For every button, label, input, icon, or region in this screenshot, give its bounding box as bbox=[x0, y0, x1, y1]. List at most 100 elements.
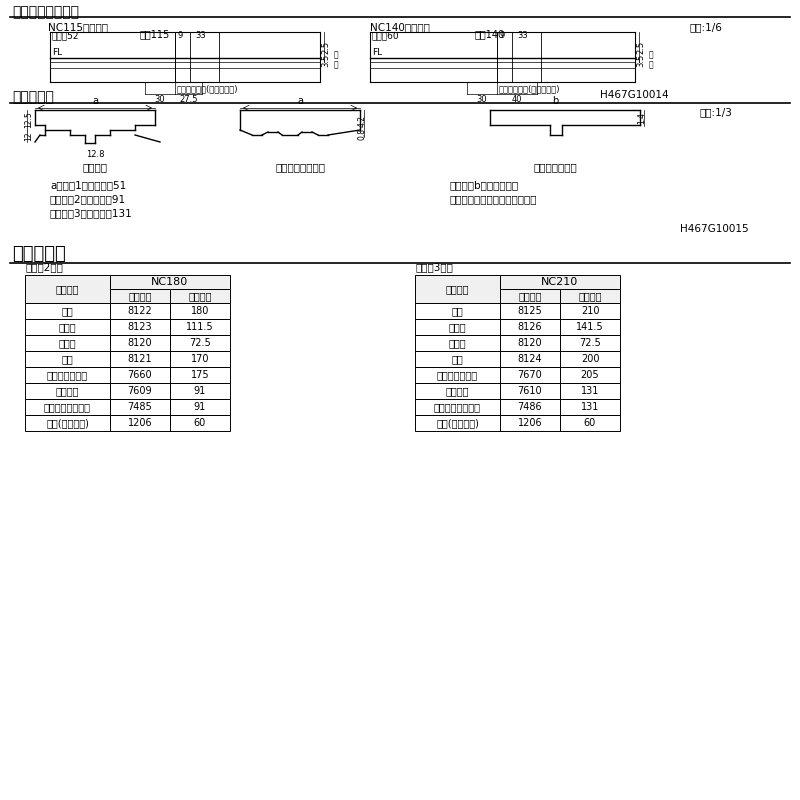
Bar bbox=[25, 303, 110, 319]
Text: 縮尺:1/6: 縮尺:1/6 bbox=[690, 22, 723, 32]
Bar bbox=[170, 351, 230, 367]
Text: NC180: NC180 bbox=[151, 277, 189, 287]
Text: 縮尺:1/3: 縮尺:1/3 bbox=[700, 107, 733, 117]
Text: 72.5: 72.5 bbox=[189, 338, 211, 348]
Bar bbox=[170, 399, 230, 415]
Text: 縦枠センター(柱センター): 縦枠センター(柱センター) bbox=[499, 84, 561, 93]
Text: 7485: 7485 bbox=[128, 402, 152, 412]
Bar bbox=[110, 399, 170, 415]
Text: 形材一覧表: 形材一覧表 bbox=[12, 245, 66, 263]
Bar bbox=[25, 383, 110, 399]
Bar bbox=[25, 351, 110, 367]
Text: 9: 9 bbox=[177, 31, 182, 40]
Bar bbox=[560, 335, 620, 351]
Bar bbox=[25, 335, 110, 351]
Text: 8124: 8124 bbox=[518, 354, 542, 364]
Bar bbox=[560, 399, 620, 415]
Text: 30: 30 bbox=[154, 95, 166, 104]
Text: 60: 60 bbox=[584, 418, 596, 428]
Bar bbox=[500, 399, 560, 415]
Bar bbox=[500, 415, 560, 431]
Text: 形材番号: 形材番号 bbox=[518, 291, 542, 301]
Bar bbox=[110, 367, 170, 383]
Text: 2.5: 2.5 bbox=[322, 41, 330, 54]
Text: 1.4: 1.4 bbox=[638, 112, 646, 124]
Text: フラット下レール: フラット下レール bbox=[275, 162, 325, 172]
Bar bbox=[110, 275, 230, 289]
Text: ツバなし薄敷居: ツバなし薄敷居 bbox=[437, 370, 478, 380]
Bar bbox=[170, 303, 230, 319]
Text: 小縦枠: 小縦枠 bbox=[58, 322, 76, 332]
Bar bbox=[415, 399, 500, 415]
Text: a: a bbox=[92, 96, 98, 106]
Text: 170: 170 bbox=[190, 354, 210, 364]
Bar bbox=[415, 367, 500, 383]
Text: 210: 210 bbox=[581, 306, 599, 316]
Bar bbox=[110, 335, 170, 351]
Bar bbox=[560, 289, 620, 303]
Text: H467G10015: H467G10015 bbox=[680, 224, 749, 234]
Bar bbox=[500, 335, 560, 351]
Bar bbox=[415, 303, 500, 319]
Bar bbox=[25, 275, 110, 303]
Text: 4.2: 4.2 bbox=[358, 115, 366, 127]
Text: 3本レール／131: 3本レール／131 bbox=[50, 208, 133, 218]
Bar bbox=[25, 367, 110, 383]
Text: 形材番号: 形材番号 bbox=[128, 291, 152, 301]
Bar bbox=[170, 367, 230, 383]
Text: 7670: 7670 bbox=[518, 370, 542, 380]
Bar bbox=[560, 383, 620, 399]
Text: FL: FL bbox=[52, 48, 62, 57]
Text: 60: 60 bbox=[194, 418, 206, 428]
Text: 7660: 7660 bbox=[128, 370, 152, 380]
Bar bbox=[25, 399, 110, 415]
Text: 8126: 8126 bbox=[518, 322, 542, 332]
Text: 部材名称: 部材名称 bbox=[446, 284, 470, 294]
Bar bbox=[170, 335, 230, 351]
Bar bbox=[415, 415, 500, 431]
Text: 縦枠: 縦枠 bbox=[62, 306, 74, 316]
Text: 111.5: 111.5 bbox=[186, 322, 214, 332]
Text: 175: 175 bbox=[190, 370, 210, 380]
Bar bbox=[110, 303, 170, 319]
Text: 中縦枠: 中縦枠 bbox=[449, 338, 466, 348]
Text: 131: 131 bbox=[581, 386, 599, 396]
Bar bbox=[560, 415, 620, 431]
Bar bbox=[560, 303, 620, 319]
Text: 枠幅寸法bは右ページの: 枠幅寸法bは右ページの bbox=[450, 180, 519, 190]
Text: 1206: 1206 bbox=[518, 418, 542, 428]
Text: 1206: 1206 bbox=[128, 418, 152, 428]
Text: 0.8: 0.8 bbox=[358, 128, 366, 140]
Bar bbox=[25, 319, 110, 335]
Text: 埋込敷居: 埋込敷居 bbox=[56, 386, 79, 396]
Text: 131: 131 bbox=[581, 402, 599, 412]
Text: 7609: 7609 bbox=[128, 386, 152, 396]
Text: 縦枠115: 縦枠115 bbox=[140, 29, 170, 39]
Text: 鴨居: 鴨居 bbox=[62, 354, 74, 364]
Text: 200: 200 bbox=[581, 354, 599, 364]
Text: 幅木(有償部品): 幅木(有償部品) bbox=[436, 418, 479, 428]
Text: 縦枠140: 縦枠140 bbox=[475, 29, 505, 39]
Text: 8120: 8120 bbox=[128, 338, 152, 348]
Text: 91: 91 bbox=[194, 402, 206, 412]
Text: 7610: 7610 bbox=[518, 386, 542, 396]
Text: 中縦枠: 中縦枠 bbox=[58, 338, 76, 348]
Text: 40: 40 bbox=[512, 95, 522, 104]
Text: 3.5: 3.5 bbox=[322, 54, 330, 66]
Text: 部材名称: 部材名称 bbox=[56, 284, 79, 294]
Text: 片引戸2枚建: 片引戸2枚建 bbox=[25, 262, 63, 272]
Text: 12.5: 12.5 bbox=[25, 112, 34, 128]
Bar bbox=[25, 415, 110, 431]
Text: 2.5: 2.5 bbox=[637, 41, 646, 54]
Text: ツバなし薄敷居: ツバなし薄敷居 bbox=[47, 370, 88, 380]
Bar bbox=[500, 367, 560, 383]
Bar bbox=[500, 319, 560, 335]
Text: 中縦枠60: 中縦枠60 bbox=[372, 31, 400, 40]
Text: 敷居詳細図: 敷居詳細図 bbox=[12, 90, 54, 104]
Text: b: b bbox=[552, 96, 558, 106]
Text: 8123: 8123 bbox=[128, 322, 152, 332]
Bar bbox=[110, 383, 170, 399]
Bar bbox=[500, 383, 560, 399]
Text: 小縦枠: 小縦枠 bbox=[449, 322, 466, 332]
Text: NC140枠使用時: NC140枠使用時 bbox=[370, 22, 430, 32]
